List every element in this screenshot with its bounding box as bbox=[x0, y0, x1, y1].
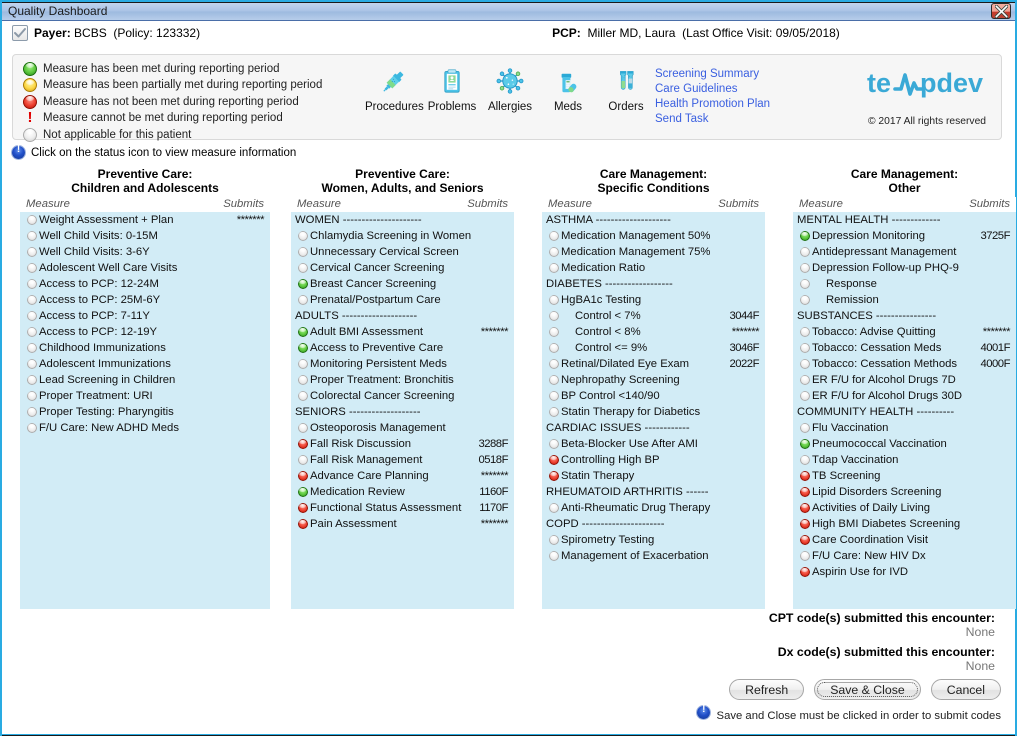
svg-text:pdev: pdev bbox=[920, 68, 983, 98]
svg-text:te: te bbox=[867, 68, 891, 98]
